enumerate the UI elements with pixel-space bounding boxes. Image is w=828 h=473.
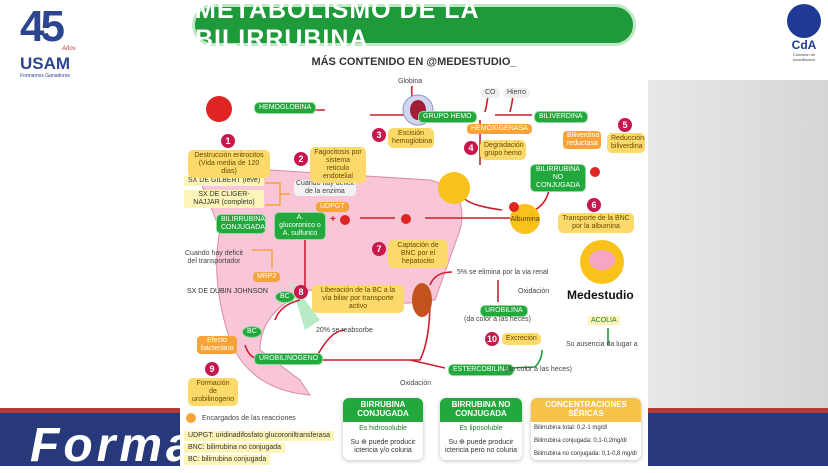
step-3-label: Escisión hemoglobina xyxy=(388,128,434,149)
card-bc: BIRRUBINA CONJUGADA Es hidrosoluble Su ⊕… xyxy=(343,398,423,460)
estercobilina-desc: (da color a las heces) xyxy=(505,366,572,373)
step-7-label: Captación de BNC por el hepatocito xyxy=(388,240,448,269)
node-acolia: ACOLIA xyxy=(588,316,620,325)
bnc-dot xyxy=(590,167,600,177)
torch-icon xyxy=(787,4,821,38)
brand-name: Medestudio xyxy=(567,288,634,302)
sx-dubin: SX DE DUBIN JOHNSON xyxy=(187,288,268,295)
subtitle: MÁS CONTENIDO EN @MEDESTUDIO_ xyxy=(311,56,517,68)
step-5-label: Reducción biliverdina xyxy=(607,133,645,154)
step-10-label: Excreción xyxy=(502,333,541,346)
legend-orange-label: Encargados de las reacciones xyxy=(202,415,296,422)
node-bc-2: BC xyxy=(242,326,262,339)
step-9-badge: 9 xyxy=(205,362,219,376)
bnc-dot-transit xyxy=(401,214,411,224)
step-9-label: Formación de urobilinogeno xyxy=(188,378,238,407)
albumin-free xyxy=(438,172,470,204)
urobilina-desc: (da color a las heces) xyxy=(464,316,531,323)
step-8-badge: 8 xyxy=(294,285,308,299)
node-bc-1: BC xyxy=(275,291,295,304)
enzyme-biliverdina-reductasa: Biliverdina reductasa xyxy=(563,131,601,150)
deficit-enzima: Cuando hay deficit de la enzima xyxy=(294,180,356,197)
usam-logo: 45 Años USAM Formamos Ganadores xyxy=(20,2,76,79)
step-3-badge: 3 xyxy=(372,128,386,142)
step-2-label: Fagocitosis por sistema reticulo endotel… xyxy=(310,147,366,184)
cda-logo: CdA Comisión de Acreditación xyxy=(784,4,824,76)
step-4-badge: 4 xyxy=(464,141,478,155)
legend-item: BC: bilirrubina conjugada xyxy=(184,455,271,466)
node-hemoglobina: HEMOGLOBINA xyxy=(254,102,317,115)
bnc-dot-albumin xyxy=(509,202,519,212)
sx-crigler: SX DE CLIGER-NAJJAR (completo) xyxy=(184,190,264,209)
kidney-icon xyxy=(412,283,432,317)
node-bnc: BILIRRUBINA NO CONJUGADA xyxy=(530,164,586,193)
background-left xyxy=(0,80,180,410)
step-4-label: Degradación grupo hemo xyxy=(480,140,526,161)
background-portrait xyxy=(648,80,828,410)
step-6-label: Transporte de la BNC por la albumina xyxy=(558,213,634,234)
card-bnc: BIRRUBINA NO CONJUGADA Es liposoluble Su… xyxy=(440,398,522,460)
deficit-transportador: Cuando hay deficit del transportador xyxy=(185,250,243,266)
step-5-badge: 5 xyxy=(618,118,632,132)
step-1-label: Destrucción eritrocitos (Vida media de 1… xyxy=(188,150,270,179)
step-7-badge: 7 xyxy=(372,242,386,256)
legend-item: UDPGT: uridinadifosfato glucoroniltransf… xyxy=(184,431,335,442)
step-10-badge: 10 xyxy=(485,332,499,346)
node-urobilina: UROBILINA xyxy=(480,305,528,318)
oxidacion-label-1: Oxidación xyxy=(518,288,550,295)
efecto-bacteriano: Efecto bacteriano xyxy=(197,336,237,355)
node-urobilinogeno: UROBILINOGENO xyxy=(254,353,324,366)
oxidacion-label-2: Oxidación xyxy=(400,380,432,387)
step-1-badge: 1 xyxy=(221,134,235,148)
node-co: CO xyxy=(481,88,500,99)
node-estercobilina: ESTERCOBILINA xyxy=(448,364,515,377)
node-biliverdina: BILIVERDINA xyxy=(534,111,588,124)
step-6-badge: 6 xyxy=(587,198,601,212)
enzyme-hemoxigenasa: HEMOXIGENASA xyxy=(467,124,532,135)
legend-item: BNC: bilirrubina no conjugada xyxy=(184,443,285,454)
node-bc: BILIRRUBINA CONJUGADA xyxy=(216,214,266,235)
erythrocyte xyxy=(206,96,232,122)
transporter-mrp2: MRP2 xyxy=(253,272,281,283)
card-concentraciones: CONCENTRACIONES SÉRICAS Bilirrubina tota… xyxy=(531,398,641,460)
plus-sign: + xyxy=(330,214,336,225)
node-globina: Globina xyxy=(398,78,423,85)
step-2-badge: 2 xyxy=(294,152,308,166)
bnc-dot-liver xyxy=(340,215,350,225)
step-8-label: Liberación de la BC a la vía biliar por … xyxy=(312,285,404,314)
legend-orange-dot xyxy=(186,413,196,423)
brain-icon xyxy=(580,240,624,284)
reabsorbe-label: 20% se reabsorbe xyxy=(316,327,373,334)
node-acido: A. glucoronico o A. sulfurico xyxy=(274,212,326,241)
sx-gilbert: SX DE GILBERT (leve) xyxy=(184,176,265,187)
ausencia-label: Su ausencia da lugar a xyxy=(566,341,638,348)
node-grupo-hemo: GRUPO HEMO xyxy=(418,111,477,124)
renal-label: 5% se elimina por la via renal xyxy=(457,269,549,276)
enzyme-udpgt: UDPGT xyxy=(316,202,349,213)
node-hierro: Hierro xyxy=(503,88,531,99)
